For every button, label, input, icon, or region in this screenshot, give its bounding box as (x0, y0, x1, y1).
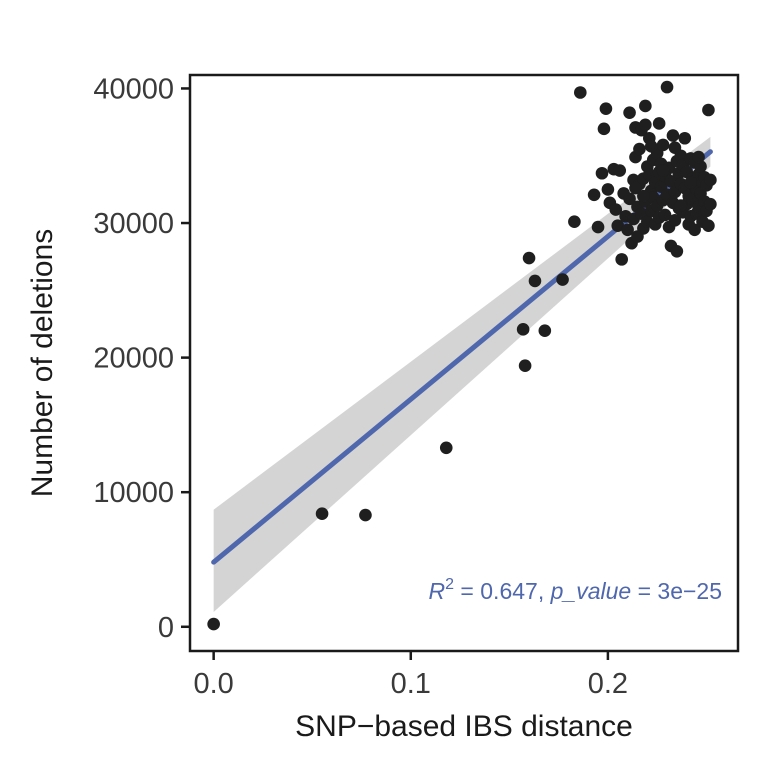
data-point (694, 160, 707, 173)
data-point (656, 164, 670, 177)
data-point (670, 244, 684, 258)
data-point (621, 223, 634, 237)
data-point (684, 176, 697, 189)
r2-value: = 0.647, (454, 578, 551, 604)
data-point (668, 214, 682, 227)
data-point (556, 273, 569, 286)
data-point (692, 150, 705, 164)
x-tick-label: 0.2 (588, 668, 628, 700)
data-point (601, 183, 615, 196)
y-tick-label: 10000 (93, 477, 174, 509)
data-point (702, 103, 715, 117)
y-tick-label: 0 (158, 612, 174, 644)
data-point (597, 122, 611, 136)
data-point (522, 251, 536, 265)
data-point (613, 164, 627, 177)
data-point (660, 80, 674, 94)
y-tick-label: 40000 (93, 73, 174, 105)
data-point (528, 274, 542, 288)
data-point (516, 323, 530, 336)
data-point (678, 131, 692, 145)
data-point (609, 203, 623, 216)
p-value-label: p_value (550, 578, 632, 604)
data-point (637, 189, 650, 203)
data-point (702, 219, 715, 233)
data-point (639, 118, 652, 132)
data-point (644, 140, 658, 153)
data-point (623, 106, 636, 119)
data-point (538, 324, 552, 338)
data-point (704, 197, 717, 211)
data-point (615, 253, 628, 266)
data-point (658, 208, 672, 222)
data-point (599, 102, 613, 115)
x-tick-label: 0.1 (391, 668, 431, 700)
data-point (568, 215, 581, 228)
y-tick-label: 20000 (93, 343, 174, 375)
data-point (674, 199, 688, 212)
data-points-layer (207, 80, 717, 631)
r2-superscript: 2 (445, 576, 454, 593)
data-point (656, 138, 670, 152)
data-point (623, 192, 636, 206)
data-point (704, 173, 717, 187)
data-point (359, 508, 372, 522)
x-tick-label: 0.0 (193, 668, 233, 700)
data-point (207, 617, 220, 631)
data-point (633, 142, 646, 156)
regression-annotation: R2 = 0.647, p_value = 3e−25 (429, 576, 722, 604)
data-point (668, 141, 682, 154)
r2-label: R (429, 578, 446, 604)
data-point (595, 166, 609, 180)
x-axis-title: SNP−based IBS distance (295, 710, 633, 743)
data-point (591, 220, 605, 234)
data-point (666, 129, 680, 142)
data-point (587, 188, 601, 202)
y-tick-label: 30000 (93, 208, 174, 240)
data-point (688, 223, 701, 237)
data-point (664, 175, 678, 188)
y-axis-title: Number of deletions (26, 229, 59, 497)
plot-panel-border (188, 73, 740, 653)
data-point (439, 441, 453, 455)
data-point (518, 359, 532, 372)
data-point (611, 219, 625, 233)
data-point (574, 86, 587, 99)
data-point (652, 117, 666, 130)
data-point (629, 181, 642, 195)
data-point (639, 99, 652, 113)
p-value: = 3e−25 (631, 578, 722, 604)
x-axis-ticks: 0.0 0.1 0.2 (193, 651, 628, 700)
y-axis-ticks: 0 10000 20000 30000 40000 (93, 73, 190, 644)
data-point (315, 507, 329, 521)
